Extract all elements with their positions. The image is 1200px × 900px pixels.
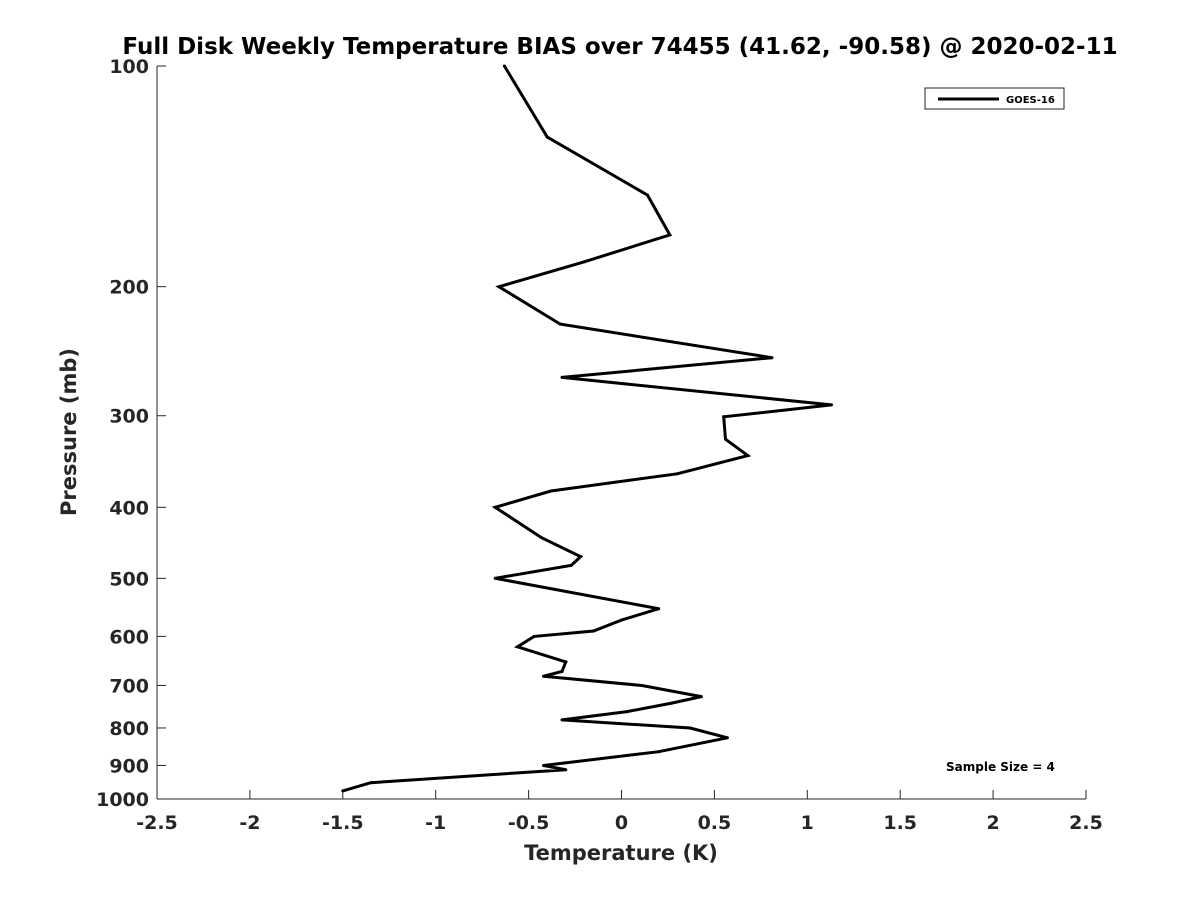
data-point [668, 233, 672, 237]
x-axis-label: Temperature (K) [524, 841, 718, 865]
y-tick-label: 400 [109, 497, 149, 519]
data-point [569, 563, 573, 567]
data-point [830, 403, 833, 407]
data-point [620, 618, 623, 622]
data-point [657, 607, 661, 611]
data-point [341, 789, 345, 793]
data-point [657, 750, 661, 754]
data-point [646, 193, 649, 197]
data-point [493, 505, 497, 509]
data-point [558, 322, 562, 326]
data-point [746, 454, 750, 458]
series-layer [341, 64, 833, 793]
data-point [542, 674, 545, 678]
data-point [770, 356, 774, 360]
x-tick-label: -1.5 [322, 812, 364, 834]
data-point [542, 764, 545, 767]
x-tick-label: 0 [615, 812, 628, 834]
data-point [516, 645, 519, 649]
data-point [497, 285, 501, 289]
data-point [560, 718, 564, 722]
data-point [560, 670, 564, 673]
data-point [540, 536, 544, 540]
data-point [493, 576, 497, 580]
data-point [670, 701, 674, 705]
x-tick-label: -2 [239, 812, 260, 834]
data-point [688, 726, 692, 730]
data-point [502, 64, 506, 68]
y-tick-label: 700 [109, 675, 149, 697]
y-axis-ticks: 100 200 300 400 500 600 700 800 900 1000 [96, 56, 166, 811]
x-axis-ticks: -2.5 -2 -1.5 -1 -0.5 0 0.5 1 1.5 2 2.5 [136, 790, 1103, 834]
y-tick-label: 200 [109, 277, 149, 299]
x-tick-label: -1 [425, 812, 446, 834]
data-point [532, 634, 536, 638]
y-tick-label: 900 [109, 755, 149, 777]
y-tick-label: 1000 [96, 789, 149, 811]
x-tick-label: 2 [986, 812, 999, 834]
chart-title: Full Disk Weekly Temperature BIAS over 7… [122, 34, 1117, 60]
y-axis-label: Pressure (mb) [57, 348, 81, 516]
data-point [592, 629, 596, 633]
y-tick-label: 600 [109, 626, 149, 648]
plot-area [157, 66, 1086, 799]
data-point [699, 695, 703, 699]
y-tick-label: 500 [109, 568, 149, 590]
x-tick-label: -0.5 [508, 812, 550, 834]
legend: GOES-16 [924, 87, 1065, 110]
y-tick-label: 800 [109, 718, 149, 740]
data-point [722, 415, 726, 419]
data-point [725, 736, 729, 740]
x-tick-label: 1 [801, 812, 814, 834]
data-point [625, 710, 629, 714]
data-point [564, 768, 568, 772]
series-line-goes-16 [342, 65, 832, 793]
data-point [582, 260, 586, 264]
x-tick-label: -2.5 [136, 812, 178, 834]
y-tick-label: 300 [109, 406, 149, 428]
data-point [675, 472, 679, 476]
data-point [564, 660, 568, 664]
x-tick-label: 2.5 [1069, 812, 1103, 834]
data-point [640, 684, 644, 687]
data-point [724, 437, 727, 441]
sample-size-annotation: Sample Size = 4 [946, 760, 1055, 774]
data-point [560, 375, 564, 379]
data-point [369, 781, 373, 785]
legend-label-goes-16: GOES-16 [1006, 95, 1055, 106]
y-tick-label: 100 [109, 56, 149, 78]
data-point [545, 135, 549, 139]
x-tick-label: 0.5 [698, 812, 732, 834]
data-point [579, 555, 583, 559]
x-tick-label: 1.5 [883, 812, 917, 834]
data-point [549, 489, 553, 493]
